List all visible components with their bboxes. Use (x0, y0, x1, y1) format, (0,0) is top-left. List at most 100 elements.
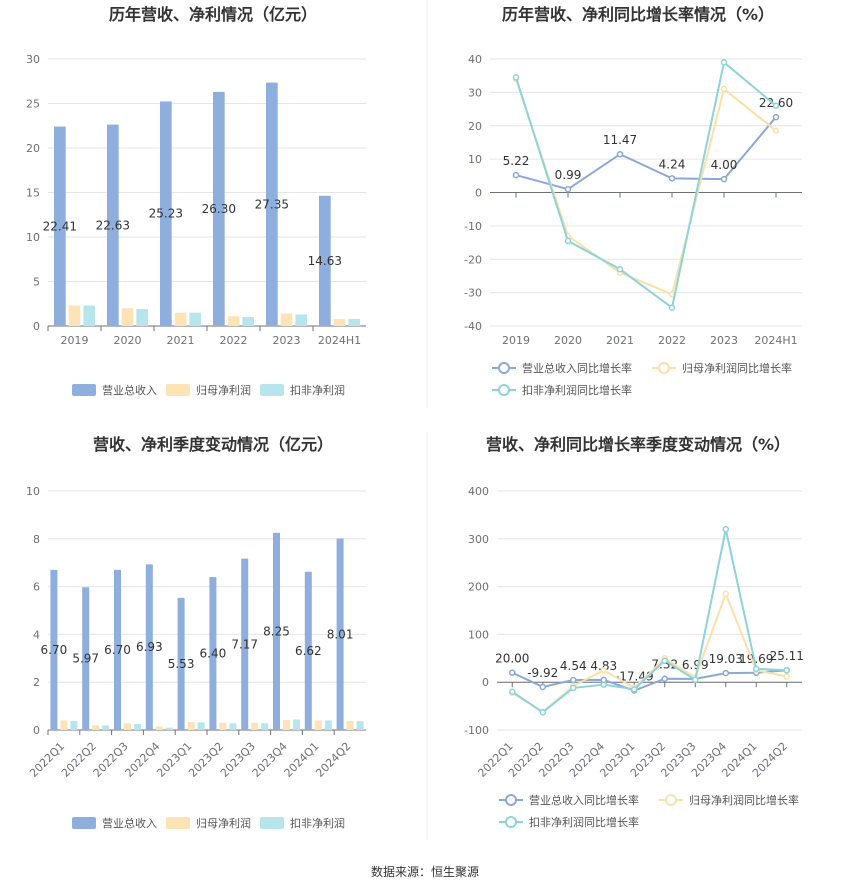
series-line-revenue (511, 669, 787, 692)
bar-deducted-profit (136, 309, 148, 326)
y-tick-label: 25 (26, 98, 40, 111)
y-tick-label: 20 (26, 142, 40, 155)
point-value-label: 4.00 (711, 158, 738, 172)
bar-revenue (114, 569, 122, 730)
chart-title: 历年营收、净利情况（亿元） (109, 5, 317, 24)
chart-title: 营收、净利同比增长率季度变动情况（%） (486, 435, 790, 454)
bar-value-label: 6.70 (41, 643, 68, 657)
legend-label: 归母净利润同比增长率 (682, 361, 792, 375)
quarterly-revenue-profit-chart: 营收、净利季度变动情况（亿元）02468102022Q12022Q22022Q3… (26, 435, 366, 830)
series-point (616, 266, 624, 273)
bar-deducted-profit (292, 719, 300, 730)
bar-deducted-profit (242, 317, 254, 326)
series-point (692, 676, 699, 684)
legend: 营业总收入 归母净利润 扣非净利润 (72, 816, 345, 830)
bar-net-profit (187, 722, 195, 730)
bar-value-label: 7.17 (231, 637, 258, 651)
x-tick-label: 2023 (710, 334, 738, 347)
legend-item: 扣非净利润 (260, 816, 345, 830)
bar-revenue (54, 126, 66, 327)
bar-deducted-profit (102, 725, 110, 730)
y-tick-label: 0 (33, 724, 40, 737)
bar-deducted-profit (324, 720, 332, 730)
legend-item: 归母净利润同比增长率 (659, 793, 799, 807)
series-point (720, 59, 728, 66)
bar-revenue (82, 587, 90, 730)
x-tick-label: 2019 (502, 334, 530, 347)
series-line-net-profit (515, 78, 777, 296)
bar-deducted-profit (261, 723, 269, 730)
series-point (783, 667, 790, 674)
series-point (661, 657, 668, 664)
legend: 营业总收入 归母净利润 扣非净利润 (72, 383, 345, 397)
series-point (570, 684, 577, 692)
series-point (539, 709, 546, 716)
bar-net-profit (92, 725, 100, 730)
point-value-label: 20.00 (495, 652, 529, 666)
bar-deducted-profit (70, 720, 78, 730)
bar-value-label: 25.23 (149, 207, 183, 221)
series-point (722, 590, 729, 598)
legend-marker (498, 362, 510, 374)
annual-revenue-profit-chart: 历年营收、净利情况（亿元） 0 5 10 15 20 25 30 2019 2020 2021 202… (26, 5, 366, 397)
legend-item: 扣非净利润同比增长率 (492, 383, 632, 397)
y-tick-label: 4 (33, 628, 40, 641)
series-point (720, 175, 728, 183)
quarterly-growth-rate-chart: 营收、净利同比增长率季度变动情况（%）-10001002003004002022… (464, 435, 804, 829)
bar-value-label: 8.01 (327, 627, 354, 641)
bar-value-label: 8.25 (263, 624, 290, 638)
bar-value-label: 22.41 (43, 219, 77, 233)
legend-label: 扣非净利润同比增长率 (522, 383, 632, 397)
series-point (722, 525, 729, 533)
series-point (564, 237, 572, 245)
bar-revenue (304, 571, 312, 730)
legend-label: 扣非净利润同比增长率 (529, 815, 639, 829)
legend-swatch (166, 817, 190, 829)
series-point (600, 681, 607, 688)
series-point (668, 304, 676, 311)
legend-item: 营业总收入 (72, 816, 157, 830)
annual-growth-rate-chart: 历年营收、净利同比增长率情况（%） -40 -30 -20 -10 0 10 20 30 40 20… (464, 5, 802, 397)
legend-label: 扣非净利润 (290, 383, 345, 397)
bar-revenue (336, 538, 344, 730)
legend-label: 营业总收入 (102, 816, 157, 830)
bar-revenue (209, 577, 217, 730)
bar-net-profit (121, 308, 134, 326)
y-tick-label: 6 (33, 581, 40, 594)
bar-deducted-profit (356, 721, 364, 730)
legend-marker (505, 794, 517, 806)
bar-value-label: 14.63 (308, 254, 342, 268)
legend-label: 营业总收入同比增长率 (522, 361, 632, 375)
legend-item: 营业总收入 (72, 383, 157, 397)
y-tick-label: 20 (468, 120, 482, 133)
y-tick-label: -40 (464, 320, 482, 333)
bar-net-profit (251, 722, 259, 730)
series-point (512, 171, 520, 179)
legend-label: 扣非净利润 (290, 816, 345, 830)
point-value-label: 0.99 (555, 168, 582, 182)
bar-net-profit (155, 726, 163, 730)
legend-item: 营业总收入同比增长率 (499, 793, 639, 807)
bar-deducted-profit (229, 723, 237, 730)
bar-net-profit (346, 720, 354, 730)
bar-deducted-profit (348, 318, 360, 326)
point-value-label: 19.03 (709, 652, 743, 666)
x-tick-label: 2024H1 (318, 334, 361, 347)
point-value-label: 4.24 (659, 157, 686, 171)
series-point (661, 675, 668, 682)
bar-deducted-profit (295, 314, 307, 326)
y-tick-label: 100 (468, 628, 489, 641)
bar-value-label: 6.40 (200, 647, 227, 661)
bar-revenue (160, 101, 172, 326)
series-point (564, 185, 572, 193)
bar-value-label: 6.62 (295, 644, 322, 658)
x-tick-label: 2021 (606, 334, 634, 347)
y-tick-label: 5 (33, 276, 40, 289)
x-tick-label: 2020 (114, 334, 142, 347)
x-tick-label: 2024Q2 (313, 740, 353, 780)
bar-net-profit (219, 722, 227, 730)
bar-revenue (319, 195, 331, 326)
legend-label: 归母净利润 (196, 383, 251, 397)
x-tick-label: 2022 (658, 334, 686, 347)
